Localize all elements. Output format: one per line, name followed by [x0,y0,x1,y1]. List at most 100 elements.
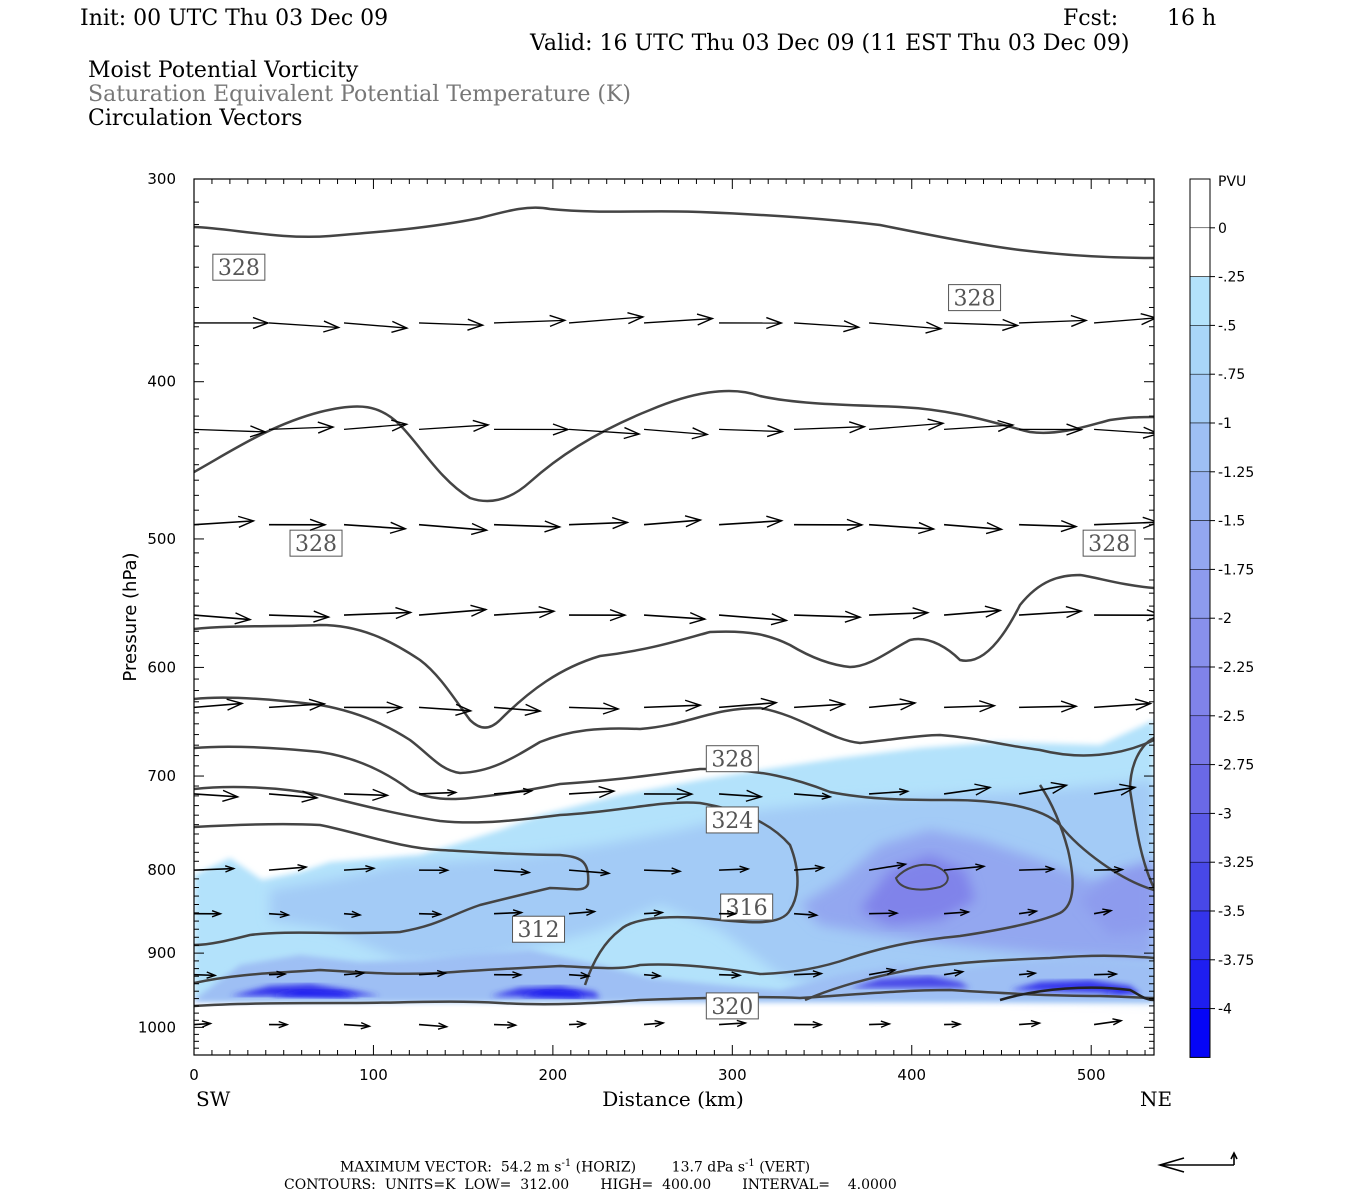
vector-head [1050,781,1069,794]
vector-arrow [643,313,715,326]
vector-arrow [268,610,331,623]
vector-arrow [1094,516,1154,529]
vector-arrow [1093,783,1138,796]
vector-shaft [1018,784,1067,795]
vector-head [814,864,826,873]
vector-shaft [1093,1019,1122,1026]
vector-head [524,703,543,717]
colorbar-swatch [1189,373,1211,424]
vector-head [951,1020,963,1029]
vector-arrow [194,698,245,711]
vector-arrow [568,426,642,440]
contour-label: 312 [512,915,566,943]
vector-shaft [493,523,560,528]
vector-arrow [343,521,408,534]
vector-shaft [643,973,661,977]
vector-shaft [268,322,339,329]
vector-shaft [943,970,963,976]
vector-shaft [568,1023,586,1026]
vector-shaft [794,972,822,976]
vector-head [997,419,1015,433]
vector-arrow [343,419,409,432]
vector-shaft [868,969,896,976]
vector-head [627,312,645,325]
vector-arrow [643,971,663,980]
vector-head [844,610,863,623]
field-title-vectors: Circulation Vectors [88,106,303,131]
colorbar-swatch [1189,227,1211,277]
vector-head [843,320,861,333]
vector-head [1102,908,1114,916]
colorbar-label: -3.75 [1218,953,1254,969]
vector-arrow [868,861,908,871]
vector-shaft [343,972,364,976]
field-title-thetaes: Saturation Equivalent Potential Temperat… [88,82,631,107]
vector-head [1066,423,1084,436]
vector-shaft [794,322,859,328]
vector-shaft [268,973,286,976]
vector-arrow [568,868,612,877]
vector-shaft [568,521,628,526]
vector-arrow [793,792,833,800]
x-tick-label: 500 [1077,1066,1106,1084]
vector-shaft [643,519,701,526]
colorbar-swatch [1189,471,1211,521]
colorbar-label: -1.25 [1218,465,1254,481]
vector-shaft [1094,973,1117,976]
contour-label-text: 316 [726,896,768,921]
vector-head [821,792,833,800]
vector-shaft [493,869,530,874]
vector-head [297,864,309,872]
vector-shaft [643,911,663,915]
vector-shaft [343,793,388,797]
vector-head [276,970,288,979]
vector-shaft [268,866,307,871]
contour-label: 316 [720,893,774,921]
plot-frame [193,178,1155,1056]
vector-arrow [1094,970,1119,979]
vector-shaft [1019,610,1082,616]
colorbar-label: -4 [1218,1002,1232,1018]
max-vector-note: MAXIMUM VECTOR: 54.2 m s-1 (HORIZ) 13.7 … [340,1158,811,1176]
vector-head [552,423,571,436]
vector-head [438,866,450,874]
contour-label-text: 328 [711,748,753,773]
vector-head [691,427,710,440]
vector-shaft [943,865,985,871]
vector-arrow [944,700,997,713]
vector-head [846,518,865,532]
vector-arrow [943,522,1004,535]
vector-arrow [494,423,571,436]
colorbar-label: -2.5 [1218,709,1245,725]
vector-arrow [794,610,863,623]
vector-head [807,910,819,919]
vector-arrow [944,318,1020,332]
vector-head [249,425,268,438]
vector-shaft [194,614,251,621]
vector-shaft [568,910,595,915]
circulation-vectors [194,312,1154,1030]
vector-head [598,785,616,799]
vector-head [689,611,707,625]
vector-arrow [493,520,562,533]
vector-head [391,419,409,432]
vector-shaft [493,319,565,324]
vector-arrow [568,971,591,980]
vector-shaft [1094,521,1154,526]
vector-arrow [343,1021,372,1030]
vector-head [985,522,1004,535]
vector-arrow [644,867,683,875]
vector-head [1060,700,1079,713]
vector-head [211,910,223,918]
vector-head [386,701,404,714]
x-tick-label: 400 [897,1066,926,1084]
reference-vector [1157,1151,1238,1173]
vector-head [676,787,694,801]
vector-shaft [718,519,782,526]
vector-head [739,865,751,874]
vector-arrow [643,427,710,440]
vector-shaft [794,614,861,618]
contour-label: 328 [289,529,343,557]
vector-head [512,971,523,979]
vector-head [234,612,253,625]
